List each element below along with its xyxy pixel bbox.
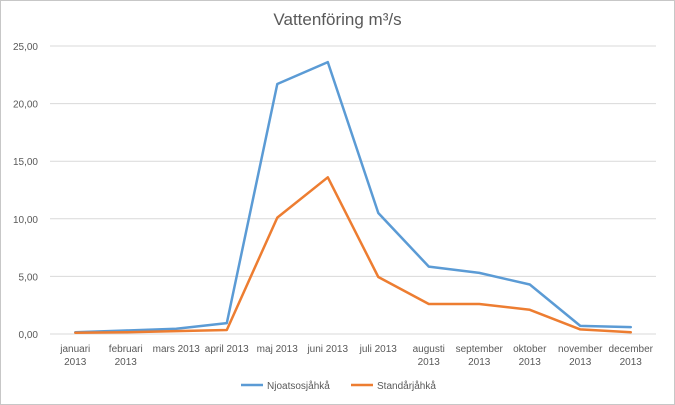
- x-tick-label: maj 2013: [257, 344, 299, 355]
- y-tick-label: 20,00: [13, 100, 38, 111]
- y-tick-label: 15,00: [13, 157, 38, 168]
- x-tick-label: oktober 2013: [513, 344, 547, 368]
- x-tick-label: mars 2013: [153, 344, 201, 355]
- x-tick-label: februari 2013: [109, 344, 143, 368]
- y-tick-label: 10,00: [13, 215, 38, 226]
- x-axis-ticks: januari 2013 februari 2013 mars 2013 april 20…: [59, 344, 653, 368]
- series-line-1: [74, 60, 633, 334]
- x-tick-label: augusti 2013: [413, 344, 445, 368]
- x-tick-label: december 2013: [609, 344, 654, 368]
- y-axis-ticks: 0,00 5,00 10,00 15,00 20,00 25,00: [13, 42, 38, 341]
- y-tick-label: 25,00: [13, 42, 38, 53]
- series-line-2: [74, 176, 633, 335]
- series-lines: [74, 60, 633, 335]
- gridlines: [50, 45, 656, 335]
- legend-label-1: Njoatsosjåhkå: [267, 380, 330, 392]
- x-tick-label: november 2013: [558, 344, 603, 368]
- x-tick-label: januari 2013: [59, 344, 90, 368]
- x-tick-label: april 2013: [205, 344, 249, 355]
- chart-title: Vattenföring m³/s: [273, 10, 402, 29]
- x-tick-label: juli 2013: [359, 344, 398, 355]
- y-tick-label: 0,00: [19, 330, 39, 341]
- legend: Njoatsosjåhkå Standårjåhkå: [241, 380, 436, 392]
- x-tick-label: juni 2013: [306, 344, 348, 355]
- legend-label-2: Standårjåhkå: [377, 380, 436, 392]
- y-tick-label: 5,00: [19, 272, 39, 283]
- x-tick-label: september 2013: [456, 344, 504, 368]
